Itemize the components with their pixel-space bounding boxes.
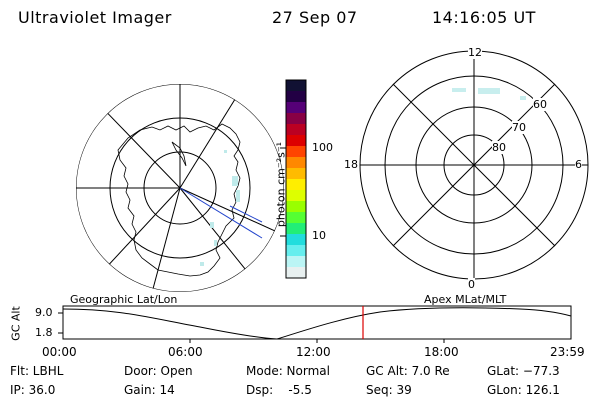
info-door: Door: Open xyxy=(124,364,193,378)
colorbar-band xyxy=(286,146,306,158)
date-label: 27 Sep 07 xyxy=(272,8,358,27)
lat-label-70: 70 xyxy=(512,121,526,134)
info-ip: IP: 36.0 xyxy=(10,383,56,397)
mlt-label-12: 12 xyxy=(468,46,482,59)
colorbar-band xyxy=(286,102,306,114)
info-seq: Seq: 39 xyxy=(366,383,412,397)
timeline-x-tick: 12:00 xyxy=(296,345,331,359)
altitude-curve xyxy=(62,307,572,340)
colorbar-frame xyxy=(285,79,307,279)
coastline-antarctica xyxy=(117,123,241,277)
lat-label-60: 60 xyxy=(533,98,547,111)
timeline-x-tick: 18:00 xyxy=(424,345,459,359)
timeline-x-tick: 23:59 xyxy=(550,345,585,359)
info-dsp: Dsp: -5.5 xyxy=(246,383,312,397)
info-glat: GLat: −77.3 xyxy=(487,364,560,378)
lat-label-80: 80 xyxy=(492,141,506,154)
timeline-axis-label: GC Alt xyxy=(9,306,23,341)
coastline-peninsula xyxy=(171,141,187,167)
colorbar-band xyxy=(286,168,306,180)
colorbar-band xyxy=(286,223,306,235)
colorbar-band xyxy=(286,179,306,191)
colorbar-band xyxy=(286,190,306,202)
instrument-title: Ultraviolet Imager xyxy=(18,8,172,27)
mlt-label-0: 0 xyxy=(468,278,475,291)
polar-plot xyxy=(359,50,589,280)
colorbar-band xyxy=(286,124,306,136)
info-glon: GLon: 126.1 xyxy=(487,383,560,397)
colorbar-unit-label: photon cm⁻²s⁻¹ xyxy=(274,141,288,228)
aurora-emission xyxy=(452,88,526,100)
colorbar-band xyxy=(286,212,306,224)
colorbar-band xyxy=(286,91,306,103)
info-gc-alt: GC Alt: 7.0 Re xyxy=(366,364,450,378)
timeline-y-tick: 1.8 xyxy=(35,326,53,339)
timeline-panel xyxy=(58,305,572,343)
colorbar-tick-label: 100 xyxy=(312,141,333,154)
colorbar-band xyxy=(286,267,306,279)
colorbar-band xyxy=(286,80,306,92)
colorbar-band xyxy=(286,234,306,246)
colorbar-band xyxy=(286,157,306,169)
mlt-label-6: 6 xyxy=(575,158,582,171)
info-flt: Flt: LBHL xyxy=(10,364,64,378)
colorbar-tick-label: 10 xyxy=(312,229,326,242)
timeline-right-title: Apex MLat/MLT xyxy=(424,293,507,306)
aurora-emission xyxy=(200,150,240,266)
timeline-x-tick: 06:00 xyxy=(168,345,203,359)
mlt-label-18: 18 xyxy=(344,158,358,171)
colorbar-band xyxy=(286,135,306,147)
colorbar-band xyxy=(286,113,306,125)
time-label: 14:16:05 UT xyxy=(432,8,536,27)
timeline-x-tick: 00:00 xyxy=(42,345,77,359)
info-mode: Mode: Normal xyxy=(246,364,330,378)
colorbar-band xyxy=(286,256,306,268)
colorbar-band xyxy=(286,201,306,213)
info-gain: Gain: 14 xyxy=(124,383,175,397)
colorbar-band xyxy=(286,245,306,257)
color-bar xyxy=(286,80,306,279)
timeline-y-tick: 9.0 xyxy=(35,306,53,319)
timeline-left-title: Geographic Lat/Lon xyxy=(70,293,178,306)
